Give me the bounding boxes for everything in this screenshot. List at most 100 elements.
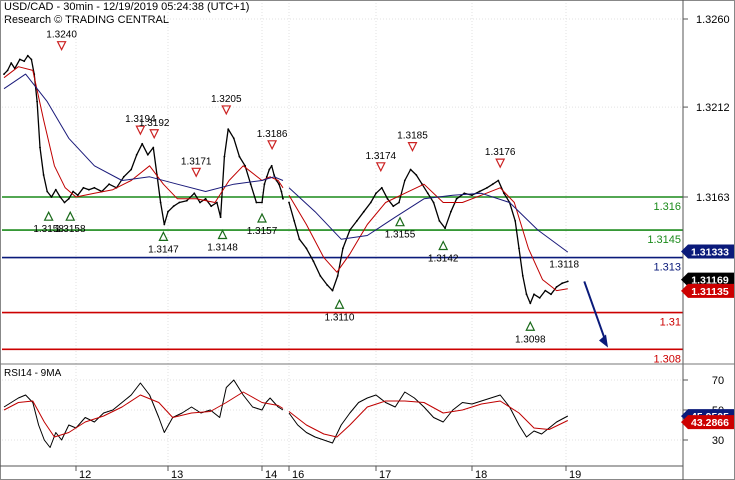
low-marker xyxy=(395,216,405,227)
price-point xyxy=(46,190,49,193)
price-point xyxy=(159,201,162,204)
series-ma_fast xyxy=(3,66,284,203)
price-point xyxy=(514,220,517,222)
series-ma_fast xyxy=(288,183,568,292)
price-point xyxy=(298,238,301,241)
price-point xyxy=(463,192,466,195)
chart-title: USD/CAD - 30min - 12/19/2019 05:24:38 (U… xyxy=(4,1,250,13)
high-label: 1.3174 xyxy=(366,151,397,162)
forecast-arrow-shaft xyxy=(583,281,607,343)
low-label: 1.3155 xyxy=(385,230,416,241)
low-marker xyxy=(65,210,76,221)
price-label: 1.3118 xyxy=(549,260,579,271)
level-label: 1.316 xyxy=(653,201,681,213)
high-label: 1.3192 xyxy=(139,118,170,129)
price-point xyxy=(88,188,90,191)
price-point xyxy=(525,293,528,296)
price-point xyxy=(232,137,235,140)
level-label: 1.313 xyxy=(653,262,681,274)
price-point xyxy=(342,247,344,250)
low-label: 1.3147 xyxy=(148,244,179,255)
price-point xyxy=(282,197,284,200)
x-tick-label: 13 xyxy=(171,469,183,480)
price-point xyxy=(122,175,125,178)
price-point xyxy=(227,128,230,131)
price-point xyxy=(533,293,535,296)
series-ma_slow xyxy=(3,73,284,192)
price-point xyxy=(36,100,38,103)
price-point xyxy=(491,183,494,186)
price-point xyxy=(172,205,175,208)
price-point xyxy=(178,201,181,204)
tag-ma-fast-bg xyxy=(681,283,734,298)
series-layer xyxy=(3,54,569,448)
level-label: 1.308 xyxy=(653,353,681,365)
price-point xyxy=(409,168,412,171)
price-point xyxy=(67,197,70,200)
price-point xyxy=(54,188,57,191)
high-marker xyxy=(135,125,146,136)
low-label: 1.3142 xyxy=(428,254,459,265)
price-point xyxy=(362,210,365,213)
price-point xyxy=(455,197,458,200)
price-point xyxy=(529,302,532,305)
low-label: 1.3110 xyxy=(325,312,355,323)
low-label: 1.3098 xyxy=(515,334,546,345)
x-tick-label: 12 xyxy=(79,469,91,480)
price-point xyxy=(93,186,96,189)
series-rsi_ma xyxy=(3,391,284,438)
price-point xyxy=(146,153,149,156)
price-point xyxy=(23,60,26,63)
price-point xyxy=(30,58,33,61)
price-point xyxy=(521,275,524,277)
price-point xyxy=(438,220,441,222)
y-tick-label: 1.3163 xyxy=(696,192,730,204)
price-point xyxy=(219,216,222,219)
forecast-arrow-head xyxy=(599,334,608,348)
price-point xyxy=(278,183,280,186)
price-point xyxy=(432,201,435,204)
price-point xyxy=(204,197,207,200)
price-point xyxy=(561,282,564,285)
price-point xyxy=(261,201,263,204)
price-point xyxy=(270,164,273,167)
low-label: 1.3148 xyxy=(207,243,238,254)
price-point xyxy=(415,174,418,176)
price-point xyxy=(326,284,329,286)
price-point xyxy=(167,210,169,213)
price-point xyxy=(223,155,226,158)
series-price xyxy=(288,168,568,305)
tag-last-bg xyxy=(681,272,734,287)
high-label: 1.3205 xyxy=(211,94,242,105)
x-tick-label: 19 xyxy=(569,469,581,480)
price-point xyxy=(518,247,520,250)
price-point xyxy=(319,275,322,277)
price-point xyxy=(255,201,258,204)
price-point xyxy=(293,220,296,222)
price-point xyxy=(263,183,266,186)
price-point xyxy=(210,205,213,208)
price-point xyxy=(216,201,218,204)
high-marker xyxy=(267,140,278,151)
price-point xyxy=(273,174,275,176)
price-point xyxy=(486,186,488,189)
high-marker xyxy=(221,105,232,116)
low-label: 1.3158 xyxy=(55,224,86,235)
price-point xyxy=(82,186,85,189)
series-price xyxy=(3,55,284,226)
rsi-title: RSI14 - 9MA xyxy=(4,368,62,379)
price-point xyxy=(369,201,372,204)
price-point xyxy=(444,227,446,230)
high-label: 1.3186 xyxy=(257,129,288,140)
price-point xyxy=(280,190,283,193)
price-point xyxy=(356,220,358,222)
high-marker xyxy=(191,167,202,178)
price-point xyxy=(478,190,481,193)
price-point xyxy=(63,201,66,204)
price-point xyxy=(331,289,334,292)
rsi-tick-label: 70 xyxy=(712,375,724,387)
price-point xyxy=(249,183,252,186)
